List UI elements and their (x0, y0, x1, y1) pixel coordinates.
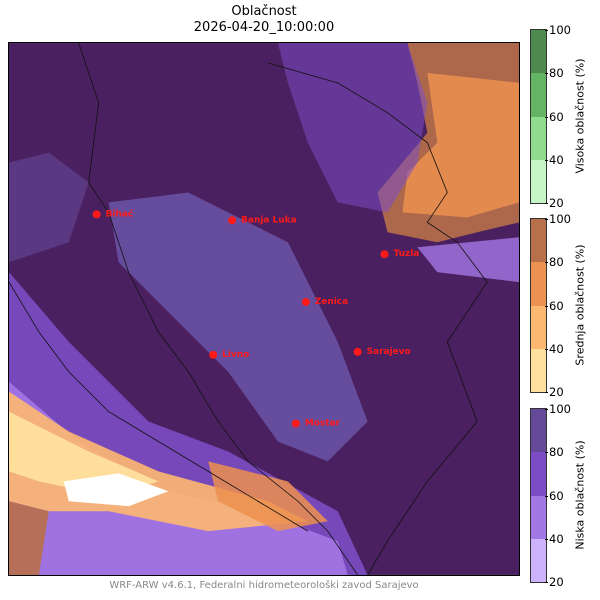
colorbar-tick: 40 (545, 531, 564, 546)
city-label: Mostar (305, 419, 341, 429)
colorbar-segment (531, 262, 546, 306)
colorbar-segment (531, 30, 546, 74)
city-label: Tuzla (393, 249, 419, 259)
medium-cloud-coast (208, 461, 328, 532)
colorbar-segment (531, 495, 546, 539)
border-line (78, 43, 358, 575)
city-marker (291, 419, 300, 428)
medium-cloud-ne-inner (402, 72, 519, 218)
colorbar-tick: 100 (545, 212, 571, 226)
colorbar-segment (531, 409, 546, 453)
city-marker (209, 350, 218, 359)
colorbar-tick: 40 (545, 341, 564, 356)
low-cloud-north (277, 43, 428, 213)
city-marker (92, 210, 101, 219)
city-label: Sarajevo (367, 347, 411, 357)
map-timestamp: 2026-04-20_10:00:00 (193, 20, 335, 35)
model-credit: WRF-ARW v4.6.1, Federalni hidrometeorolo… (109, 580, 419, 591)
colorbar-segment (531, 73, 546, 117)
low-cloud-coast (9, 381, 348, 575)
city-marker (228, 216, 237, 225)
medium-cloud-corner (9, 501, 49, 575)
colorbar-tick: 20 (545, 385, 564, 399)
city-label: Livno (222, 350, 249, 360)
low-cloud-central (108, 192, 368, 462)
low-cloud-west (9, 152, 89, 263)
city-label: Banja Luka (241, 215, 297, 225)
colorbar-segment (531, 159, 546, 203)
city-marker (380, 250, 389, 259)
border-line (267, 62, 488, 575)
colorbar-tick: 80 (545, 445, 564, 460)
colorbar-segment (531, 219, 546, 263)
colorbar-segment (531, 116, 546, 160)
coastline (9, 281, 309, 532)
city-marker (353, 347, 362, 356)
colorbar-label: Visoka oblačnost (%) (573, 57, 587, 174)
colorbar-tick: 20 (545, 196, 564, 210)
colorbar-segment (531, 538, 546, 582)
colorbar-0 (530, 29, 547, 204)
city-label: Zenica (315, 297, 348, 307)
map-title: Oblačnost (231, 4, 297, 19)
colorbar-2 (530, 408, 547, 583)
colorbar-segment (531, 305, 546, 349)
colorbar-segment (531, 348, 546, 392)
city-label: Bihać (106, 208, 134, 219)
colorbar-label: Niska oblačnost (%) (573, 439, 587, 550)
cloud-cover-map: Bihać Banja Luka Tuzla Zenica Livno Sarajevo M… (8, 42, 520, 576)
colorbar-label: Srednja oblačnost (%) (573, 243, 587, 366)
low-cloud-band (417, 237, 519, 283)
colorbar-tick: 60 (545, 488, 564, 503)
colorbar-tick: 100 (545, 23, 571, 37)
colorbar-tick: 100 (545, 402, 571, 416)
colorbar-tick: 40 (545, 152, 564, 167)
colorbar-tick: 20 (545, 575, 564, 589)
colorbar-tick: 80 (545, 255, 564, 270)
colorbar-tick: 80 (545, 66, 564, 81)
city-marker (301, 298, 310, 307)
colorbar-tick: 60 (545, 109, 564, 124)
clear-area (63, 473, 169, 507)
colorbar-segment (531, 452, 546, 496)
colorbar-tick: 60 (545, 298, 564, 313)
